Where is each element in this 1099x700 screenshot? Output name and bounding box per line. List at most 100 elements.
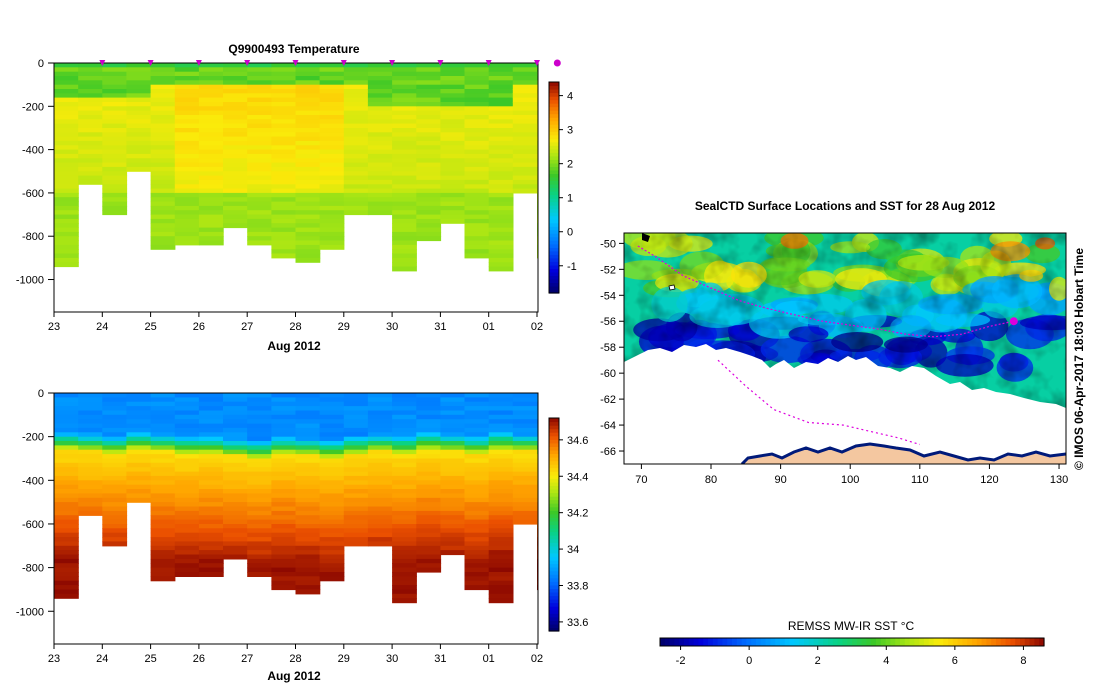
longitude-tick-label: 70: [635, 474, 647, 486]
latitude-tick-label: -50: [600, 238, 616, 250]
salinity-field: [54, 393, 538, 604]
x-tick-label: 27: [241, 653, 253, 665]
profile-marker: [534, 60, 540, 66]
sst-colorbar-label: REMSS MW-IR SST °C: [788, 619, 915, 633]
longitude-tick-label: 90: [774, 474, 786, 486]
colorbar-tick-label: 34.4: [567, 471, 588, 483]
x-tick-label: 23: [48, 321, 60, 333]
x-tick-label: 31: [434, 653, 446, 665]
temperature-colorbar: -1 0 1 2 3 4: [548, 81, 577, 294]
colorbar-tick-label: 3: [567, 125, 573, 137]
temperature-field: [54, 63, 538, 272]
sst-field: [624, 233, 1066, 464]
profile-marker: [292, 60, 299, 66]
y-tick-label: -400: [22, 475, 44, 487]
x-tick-label: 24: [96, 653, 108, 665]
profile-marker: [340, 60, 347, 66]
kerguelen-island: [642, 233, 650, 242]
x-tick-label: 31: [434, 321, 446, 333]
x-tick-label: 01: [483, 653, 495, 665]
profile-marker: [244, 60, 251, 66]
x-tick-label: 28: [289, 653, 301, 665]
sst-colorbar-tick-label: 4: [883, 655, 889, 667]
latitude-tick-label: -60: [600, 368, 616, 380]
longitude-tick-label: 120: [980, 474, 998, 486]
salinity-colorbar: 33.6 33.8 34 34.2 34.4 34.6: [548, 417, 588, 632]
profile-markers: [99, 59, 561, 67]
latitude-tick-label: -52: [600, 264, 616, 276]
x-tick-label: 29: [338, 653, 350, 665]
longitude-tick-label: 100: [841, 474, 859, 486]
profile-marker: [389, 60, 396, 66]
temperature-title: Q9900493 Temperature: [228, 42, 360, 56]
y-tick-label: -600: [22, 188, 44, 200]
x-tick-label: 28: [289, 321, 301, 333]
x-tick-label: 25: [144, 653, 156, 665]
latitude-tick-label: -56: [600, 316, 616, 328]
x-tick-label: 01: [483, 321, 495, 333]
colorbar-tick-label: 34: [567, 544, 579, 556]
latitude-tick-label: -64: [600, 420, 616, 432]
sst-colorbar-tick-label: -2: [676, 655, 686, 667]
colorbar-tick-label: 33.8: [567, 580, 588, 592]
x-tick-label: 30: [386, 321, 398, 333]
y-tick-label: -1000: [16, 606, 44, 618]
temperature-x-label: Aug 2012: [267, 339, 321, 353]
colorbar-tick-label: 34.2: [567, 508, 588, 520]
temperature-y-axis: 0 -200 -400 -600 -800 -1000: [16, 58, 54, 287]
sea-ice-region: [624, 344, 1066, 464]
x-tick-label: 23: [48, 653, 60, 665]
longitude-tick-label: 80: [705, 474, 717, 486]
longitude-tick-label: 130: [1050, 474, 1068, 486]
salinity-y-axis: 0 -200 -400 -600 -800 -1000: [16, 388, 54, 618]
sst-colorbar-tick-label: 8: [1020, 655, 1026, 667]
y-tick-label: -800: [22, 231, 44, 243]
x-tick-label: 02: [531, 321, 543, 333]
y-tick-label: -600: [22, 519, 44, 531]
temperature-x-axis: 23 24 25 26 27 28 29 30 31 01 02: [48, 312, 543, 333]
salinity-panel: 23 24 25 26 27 28 29 30 31 01 02 0 -200 -400 -600 -800…: [16, 388, 589, 683]
longitude-tick-label: 110: [911, 474, 929, 486]
x-tick-label: 26: [193, 321, 205, 333]
salinity-x-label: Aug 2012: [267, 669, 321, 683]
x-tick-label: 24: [96, 321, 108, 333]
y-tick-label: -1000: [16, 275, 44, 287]
colorbar-tick-label: 1: [567, 193, 573, 205]
imos-timestamp: © IMOS 06-Apr-2017 18:03 Hobart Time: [1072, 248, 1086, 470]
temperature-panel: Q9900493 Temperature 23 24 25 26 27 28 29 30 31 0…: [16, 42, 577, 353]
sst-map-frame: [623, 232, 1067, 465]
seal-track: [637, 245, 1014, 338]
colorbar-tick-label: 2: [567, 159, 573, 171]
profile-marker: [437, 60, 444, 66]
latitude-tick-label: -54: [600, 290, 616, 302]
y-tick-label: -200: [22, 432, 44, 444]
colorbar-tick-label: 4: [567, 91, 573, 103]
profile-marker: [147, 60, 154, 66]
colorbar-tick-label: 34.6: [567, 435, 588, 447]
latitude-tick-label: -66: [600, 446, 616, 458]
y-tick-label: -200: [22, 101, 44, 113]
latest-profile-marker: [553, 59, 561, 67]
y-tick-label: -400: [22, 145, 44, 157]
colorbar-tick-label: 0: [567, 227, 573, 239]
latitude-axis: -50 -52 -54 -56 -58 -60 -62 -64 -66: [600, 238, 624, 458]
seal-current-position: [1009, 317, 1018, 326]
sst-colorbar-tick-label: 6: [952, 655, 958, 667]
sst-map-panel: SealCTD Surface Locations and SST for 28…: [600, 199, 1086, 667]
latitude-tick-label: -62: [600, 394, 616, 406]
profile-marker: [485, 60, 492, 66]
latitude-tick-label: -58: [600, 342, 616, 354]
x-tick-label: 30: [386, 653, 398, 665]
sst-map-title: SealCTD Surface Locations and SST for 28…: [695, 199, 996, 213]
y-tick-label: 0: [38, 388, 44, 400]
sst-colorbar-tick-label: 0: [746, 655, 752, 667]
x-tick-label: 26: [193, 653, 205, 665]
x-tick-label: 25: [144, 321, 156, 333]
x-tick-label: 27: [241, 321, 253, 333]
profile-marker: [99, 60, 106, 66]
y-tick-label: -800: [22, 563, 44, 575]
x-tick-label: 02: [531, 653, 543, 665]
coastline: [740, 442, 1066, 464]
x-tick-label: 29: [338, 321, 350, 333]
heard-island: [668, 284, 676, 291]
